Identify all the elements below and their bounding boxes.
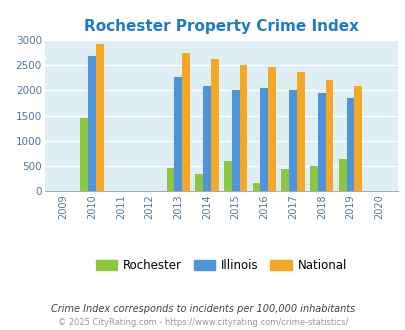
Bar bbox=[166, 168, 174, 191]
Bar bbox=[80, 117, 88, 191]
Bar bbox=[260, 88, 268, 191]
Bar bbox=[88, 56, 96, 191]
Bar bbox=[239, 65, 247, 191]
Bar bbox=[181, 53, 190, 191]
Bar bbox=[224, 160, 231, 191]
Bar bbox=[281, 169, 288, 191]
Bar bbox=[252, 183, 260, 191]
Bar bbox=[174, 77, 181, 191]
Bar bbox=[346, 98, 354, 191]
Bar bbox=[325, 80, 333, 191]
Bar bbox=[317, 93, 325, 191]
Bar bbox=[96, 44, 103, 191]
Bar bbox=[309, 166, 317, 191]
Bar bbox=[210, 59, 218, 191]
Bar bbox=[288, 90, 296, 191]
Bar bbox=[268, 67, 275, 191]
Bar bbox=[296, 72, 304, 191]
Bar bbox=[195, 174, 202, 191]
Bar bbox=[202, 86, 210, 191]
Text: © 2025 CityRating.com - https://www.cityrating.com/crime-statistics/: © 2025 CityRating.com - https://www.city… bbox=[58, 318, 347, 327]
Bar bbox=[231, 90, 239, 191]
Text: Crime Index corresponds to incidents per 100,000 inhabitants: Crime Index corresponds to incidents per… bbox=[51, 304, 354, 314]
Title: Rochester Property Crime Index: Rochester Property Crime Index bbox=[83, 19, 358, 34]
Bar bbox=[338, 159, 346, 191]
Legend: Rochester, Illinois, National: Rochester, Illinois, National bbox=[91, 254, 351, 277]
Bar bbox=[354, 86, 361, 191]
